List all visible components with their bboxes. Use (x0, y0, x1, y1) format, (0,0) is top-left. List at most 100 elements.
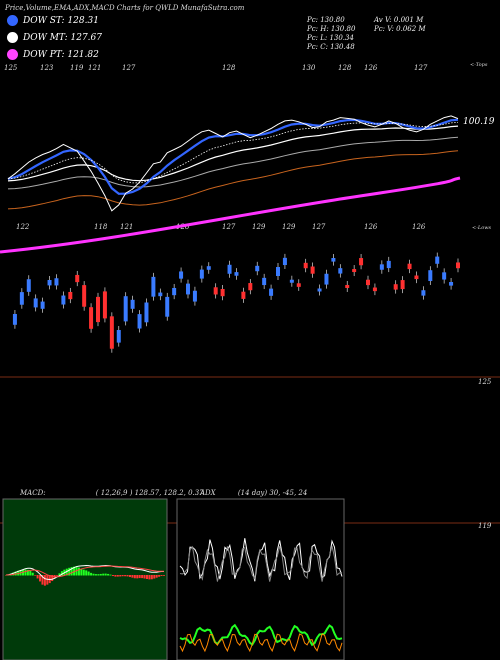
macd-histogram-bar (60, 571, 63, 576)
legend-dow-pt: DOW PT: 121.82 (6, 48, 99, 61)
ema-long-line (7, 150, 459, 210)
candle-body (359, 258, 364, 266)
macd-histogram-bar (136, 575, 139, 579)
macd-histogram-bar (65, 568, 68, 576)
macd-histogram-bar (124, 575, 127, 577)
top-tick-0: 125 (4, 64, 18, 72)
low-tick-7: 127 (312, 223, 326, 231)
candle-body (456, 262, 460, 269)
macd-histogram-bar (111, 575, 114, 577)
macd-histogram-bar (92, 573, 95, 576)
macd-histogram-bar (24, 569, 27, 576)
candle-body (144, 302, 149, 323)
candle-body (109, 316, 114, 349)
macd-histogram-bar (70, 567, 73, 576)
candle-body (352, 269, 357, 273)
info-volume: Pc: V: 0.062 M (374, 25, 426, 33)
low-tick-6: 129 (282, 223, 296, 231)
candle-body (165, 296, 170, 317)
adx-line (179, 623, 343, 647)
top-tick-8: 126 (364, 64, 378, 72)
candle-body (227, 264, 232, 274)
candle-group (12, 252, 460, 353)
info-low: Pc: L: 130.34 (307, 34, 354, 42)
macd-histogram-bar (138, 575, 141, 579)
candle-body (269, 288, 274, 296)
macd-histogram-bar (148, 575, 151, 580)
close-price-line (7, 115, 459, 212)
candle-body (123, 296, 128, 322)
candle-body (186, 283, 190, 295)
macd-histogram-bar (41, 575, 44, 585)
candle-body (442, 272, 447, 280)
level-label-119: 119 (478, 522, 492, 530)
candle-body (130, 299, 135, 309)
macd-histogram-bar (143, 575, 146, 579)
dow-pt-line (0, 176, 461, 254)
info-avg-volume: Av V: 0.001 M (374, 16, 424, 24)
macd-histogram-bar (155, 575, 158, 578)
candle-body (40, 301, 45, 309)
last-price-label: 100.19 (463, 117, 495, 127)
top-tick-2: 119 (70, 64, 84, 72)
macd-histogram-bar (133, 575, 136, 579)
adx-di-shadow-line (179, 545, 343, 582)
candle-body (192, 290, 197, 302)
macd-histogram-bar (87, 571, 90, 576)
candle-body (421, 290, 426, 296)
candle-body (158, 292, 163, 297)
dow-pt-label: DOW PT: 121.82 (23, 49, 99, 60)
macd-histogram-bar (39, 575, 42, 582)
candle-body (199, 269, 204, 279)
macd-histogram-bar (131, 575, 134, 578)
macd-histogram-bar (163, 575, 165, 576)
macd-histogram-bar (104, 573, 107, 576)
adx-label-name: ADX (200, 489, 216, 497)
macd-histogram-bar (150, 575, 153, 580)
candle-body (137, 314, 142, 329)
dow-st-label: DOW ST: 128.31 (23, 15, 99, 26)
candle-body (449, 282, 454, 286)
macd-histogram-bar (43, 575, 46, 586)
candle-body (331, 258, 336, 262)
low-tick-8: 126 (364, 223, 378, 231)
macd-histogram-bar (5, 575, 7, 576)
macd-histogram-bar (119, 575, 122, 577)
candle-body (386, 260, 391, 269)
lows-tick-row: 122 118 121 126 127 129 129 127 126 126 <-Lows (16, 223, 491, 231)
macd-histogram (5, 566, 165, 586)
candle-body (89, 307, 94, 329)
candle-body (172, 287, 177, 296)
macd-histogram-bar (109, 574, 112, 576)
candle-body (96, 296, 100, 323)
price-info-col2: Av V: 0.001 M Pc: V: 0.062 M (374, 16, 426, 34)
candle-body (262, 277, 267, 286)
macd-histogram-bar (107, 573, 110, 576)
macd-histogram-bar (51, 575, 54, 582)
adx-di-plus-line (179, 538, 343, 582)
candle-body (372, 287, 377, 292)
lows-caption: <-Lows (472, 225, 491, 231)
macd-histogram-bar (85, 570, 88, 576)
macd-histogram-bar (160, 575, 163, 576)
candle-body (366, 279, 370, 286)
macd-line (5, 564, 164, 581)
candle-body (206, 266, 211, 270)
macd-histogram-bar (31, 572, 34, 576)
tops-tick-row: 125 123 119 121 127 128 130 128 126 127 <-Tops (4, 62, 488, 72)
top-tick-6: 130 (302, 64, 316, 72)
candle-body (289, 279, 294, 283)
candle-body (338, 268, 343, 274)
candle-body (220, 288, 225, 297)
macd-histogram-bar (34, 575, 37, 576)
candle-body (54, 278, 59, 286)
low-tick-9: 126 (412, 223, 426, 231)
low-tick-1: 118 (94, 223, 108, 231)
level-label-125: 125 (478, 378, 492, 386)
candle-body (303, 262, 308, 269)
top-tick-3: 121 (88, 64, 101, 72)
candle-body (282, 257, 287, 266)
macd-histogram-bar (116, 575, 119, 577)
legend-dow-mt: DOW MT: 127.67 (6, 31, 102, 44)
